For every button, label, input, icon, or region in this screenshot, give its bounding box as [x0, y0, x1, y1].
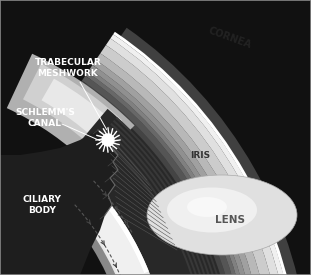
Text: IRIS: IRIS — [190, 150, 210, 160]
Text: TRABECULAR
MESHWORK: TRABECULAR MESHWORK — [35, 58, 101, 78]
Wedge shape — [39, 99, 204, 275]
Wedge shape — [67, 182, 146, 275]
Wedge shape — [31, 113, 188, 275]
Polygon shape — [0, 130, 118, 275]
Wedge shape — [148, 59, 297, 275]
Wedge shape — [106, 39, 291, 275]
Wedge shape — [48, 86, 220, 275]
Wedge shape — [85, 72, 250, 275]
Circle shape — [102, 134, 114, 146]
Wedge shape — [110, 123, 216, 275]
Wedge shape — [108, 126, 212, 275]
Text: CORNEA: CORNEA — [207, 26, 253, 50]
Wedge shape — [77, 85, 235, 275]
Wedge shape — [110, 34, 296, 275]
Text: SCHLEMM'S
CANAL: SCHLEMM'S CANAL — [15, 108, 75, 128]
Wedge shape — [100, 45, 283, 275]
Wedge shape — [54, 194, 125, 275]
Wedge shape — [44, 92, 212, 275]
Wedge shape — [23, 64, 122, 150]
Wedge shape — [92, 60, 266, 275]
Wedge shape — [115, 117, 224, 275]
Wedge shape — [52, 79, 228, 275]
Wedge shape — [100, 135, 200, 275]
Ellipse shape — [167, 188, 257, 232]
Wedge shape — [66, 78, 236, 275]
Wedge shape — [90, 65, 259, 275]
Wedge shape — [82, 76, 247, 275]
Wedge shape — [113, 32, 299, 275]
Ellipse shape — [147, 175, 297, 255]
Text: CILIARY
BODY: CILIARY BODY — [23, 195, 62, 215]
Wedge shape — [60, 175, 152, 275]
Wedge shape — [41, 79, 113, 140]
Wedge shape — [63, 109, 226, 275]
Text: LENS: LENS — [215, 215, 245, 225]
Ellipse shape — [187, 197, 227, 217]
Wedge shape — [96, 53, 273, 275]
Wedge shape — [87, 69, 254, 275]
Wedge shape — [7, 54, 135, 168]
Wedge shape — [102, 132, 204, 275]
Wedge shape — [113, 120, 220, 275]
Wedge shape — [58, 28, 309, 275]
Wedge shape — [35, 106, 196, 275]
Wedge shape — [79, 81, 240, 275]
Wedge shape — [92, 186, 149, 273]
Wedge shape — [105, 129, 208, 275]
